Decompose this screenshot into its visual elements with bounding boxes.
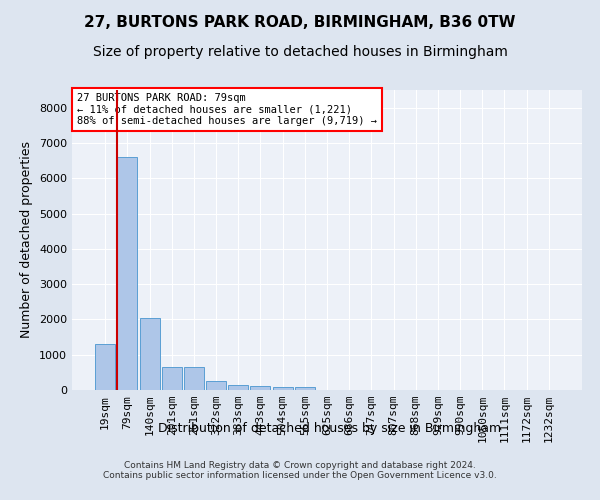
Text: Size of property relative to detached houses in Birmingham: Size of property relative to detached ho… [92, 45, 508, 59]
Bar [250, 386, 271, 390]
Y-axis label: Number of detached properties: Number of detached properties [20, 142, 34, 338]
Text: 27, BURTONS PARK ROAD, BIRMINGHAM, B36 0TW: 27, BURTONS PARK ROAD, BIRMINGHAM, B36 0… [84, 15, 516, 30]
Bar [272, 387, 293, 390]
Bar [184, 367, 204, 390]
Bar [206, 381, 226, 390]
Bar [140, 318, 160, 390]
Bar [295, 387, 315, 390]
Text: 27 BURTONS PARK ROAD: 79sqm
← 11% of detached houses are smaller (1,221)
88% of : 27 BURTONS PARK ROAD: 79sqm ← 11% of det… [77, 93, 377, 126]
Text: Distribution of detached houses by size in Birmingham: Distribution of detached houses by size … [158, 422, 502, 435]
Bar [228, 385, 248, 390]
Bar [95, 344, 115, 390]
Bar [162, 367, 182, 390]
Text: Contains HM Land Registry data © Crown copyright and database right 2024.
Contai: Contains HM Land Registry data © Crown c… [103, 460, 497, 480]
Bar [118, 157, 137, 390]
